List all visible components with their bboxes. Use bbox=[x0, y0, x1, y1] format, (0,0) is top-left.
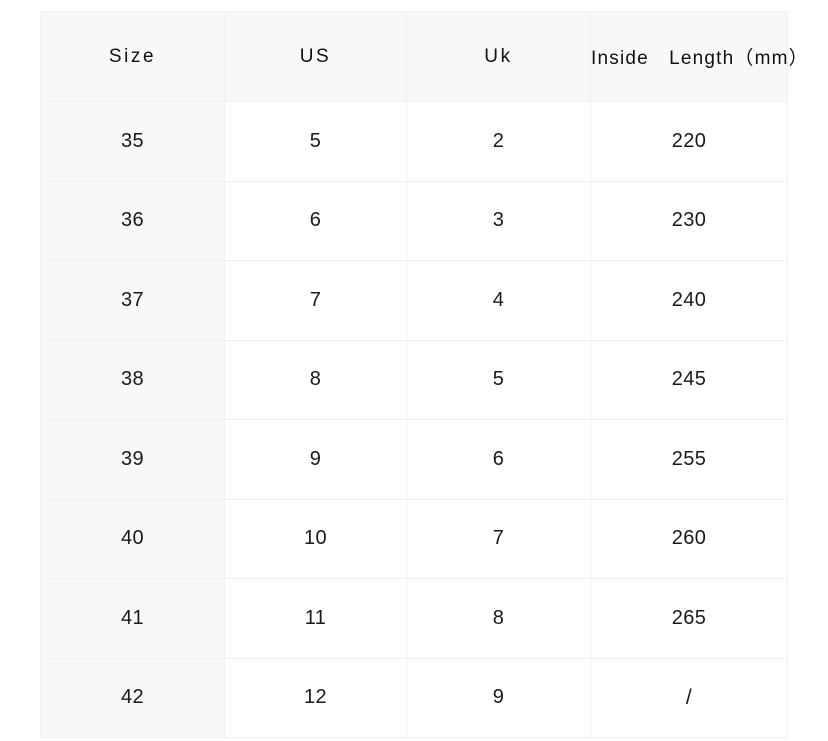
cell-us: 10 bbox=[224, 498, 407, 579]
table-header: Size US Uk Inside Length（mm） bbox=[40, 11, 808, 102]
column-header-size: Size bbox=[40, 11, 225, 102]
cell-size: 40 bbox=[40, 498, 225, 579]
cell-uk: 9 bbox=[406, 657, 591, 738]
cell-inside-length: 255 bbox=[590, 419, 788, 500]
cell-us: 8 bbox=[224, 339, 407, 420]
size-chart-table: Size US Uk Inside Length（mm） 35 5 2 220 … bbox=[40, 11, 808, 738]
table-row: 40 10 7 260 bbox=[40, 498, 788, 579]
column-header-uk: Uk bbox=[406, 11, 591, 102]
cell-uk: 2 bbox=[406, 101, 591, 182]
cell-uk: 4 bbox=[406, 260, 591, 341]
cell-size: 39 bbox=[40, 419, 225, 500]
cell-us: 12 bbox=[224, 657, 407, 738]
header-row: Size US Uk Inside Length（mm） bbox=[40, 11, 808, 102]
cell-size: 38 bbox=[40, 339, 225, 420]
cell-inside-length: 260 bbox=[590, 498, 788, 579]
cell-inside-length: 245 bbox=[590, 339, 788, 420]
cell-inside-length: 265 bbox=[590, 578, 788, 659]
cell-size: 36 bbox=[40, 180, 225, 261]
cell-uk: 3 bbox=[406, 180, 591, 261]
cell-inside-length: 240 bbox=[590, 260, 788, 341]
table-body: 35 5 2 220 36 6 3 230 37 7 4 240 bbox=[40, 101, 788, 738]
cell-size: 41 bbox=[40, 578, 225, 659]
column-header-inside-length: Inside Length（mm） bbox=[590, 11, 808, 102]
size-chart-container: Size US Uk Inside Length（mm） 35 5 2 220 … bbox=[40, 11, 808, 738]
cell-us: 11 bbox=[224, 578, 407, 659]
table-row: 35 5 2 220 bbox=[40, 101, 788, 182]
cell-size: 42 bbox=[40, 657, 225, 738]
cell-size: 35 bbox=[40, 101, 225, 182]
cell-us: 6 bbox=[224, 180, 407, 261]
table-row: 39 9 6 255 bbox=[40, 419, 788, 500]
cell-inside-length: 230 bbox=[590, 180, 788, 261]
cell-inside-length: / bbox=[590, 657, 788, 738]
cell-uk: 6 bbox=[406, 419, 591, 500]
table-row: 38 8 5 245 bbox=[40, 339, 788, 420]
table-row: 42 12 9 / bbox=[40, 657, 788, 738]
cell-us: 9 bbox=[224, 419, 407, 500]
cell-us: 7 bbox=[224, 260, 407, 341]
cell-us: 5 bbox=[224, 101, 407, 182]
column-header-us: US bbox=[224, 11, 407, 102]
cell-uk: 5 bbox=[406, 339, 591, 420]
table-row: 37 7 4 240 bbox=[40, 260, 788, 341]
cell-uk: 8 bbox=[406, 578, 591, 659]
cell-size: 37 bbox=[40, 260, 225, 341]
cell-inside-length: 220 bbox=[590, 101, 788, 182]
cell-uk: 7 bbox=[406, 498, 591, 579]
table-row: 36 6 3 230 bbox=[40, 180, 788, 261]
table-row: 41 11 8 265 bbox=[40, 578, 788, 659]
